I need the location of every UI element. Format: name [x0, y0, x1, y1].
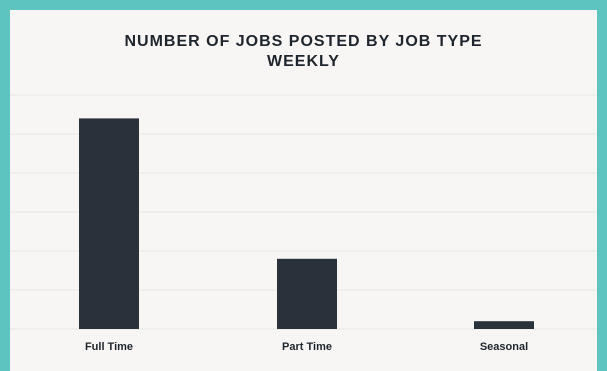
x-tick-label: Full Time: [85, 341, 133, 353]
chart-title-line1: NUMBER OF JOBS POSTED BY JOB TYPE: [124, 33, 483, 50]
x-tick-label: Seasonal: [480, 341, 528, 353]
bar-full-time: [79, 118, 139, 330]
chart-title: NUMBER OF JOBS POSTED BY JOB TYPE WEEKLY: [10, 32, 597, 72]
bar-part-time: [277, 258, 337, 329]
x-tick-label: Part Time: [282, 341, 332, 353]
bar-seasonal: [474, 321, 534, 329]
chart-title-line2: WEEKLY: [267, 53, 340, 70]
